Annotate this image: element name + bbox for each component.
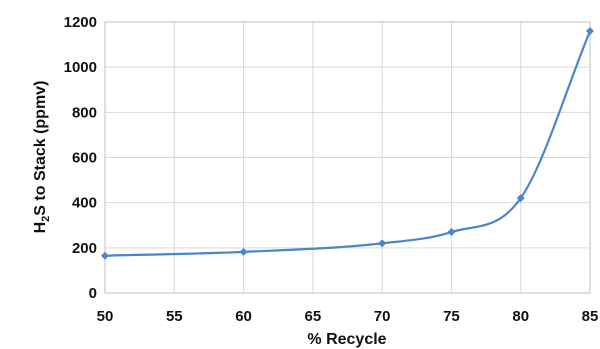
data-point-marker	[378, 239, 387, 248]
data-point-marker	[447, 228, 456, 237]
series-layer	[101, 27, 594, 260]
y-tick-label: 400	[72, 195, 97, 212]
x-axis-title: % Recycle	[307, 331, 386, 348]
x-tick-label: 75	[443, 308, 460, 325]
y-axis-title-prefix: H	[32, 222, 49, 234]
data-point-marker	[101, 251, 109, 260]
y-axis-title-suffix: S to Stack (ppmv)	[32, 81, 49, 216]
x-tick-label: 60	[235, 308, 252, 325]
y-tick-label: 800	[72, 104, 97, 121]
x-tick-label: 65	[305, 308, 322, 325]
x-tick-label: 70	[374, 308, 391, 325]
x-tick-label: 50	[97, 308, 114, 325]
y-tick-label: 600	[72, 150, 97, 167]
data-point-marker	[516, 194, 525, 203]
data-point-marker	[586, 27, 594, 36]
plot-area-frame	[104, 21, 591, 294]
x-tick-label: 85	[582, 308, 599, 325]
data-point-marker	[239, 247, 248, 256]
x-tick-label: 55	[166, 308, 183, 325]
x-tick-label: 80	[512, 308, 529, 325]
y-tick-label: 1000	[64, 59, 97, 76]
tick-labels: 50 55 60 65 70 75 80 85 0 200 400 600 800 1000 1200	[64, 14, 599, 325]
series-line	[104, 30, 592, 257]
y-tick-label: 1200	[64, 14, 97, 31]
y-axis-title: H2S to Stack (ppmv)	[32, 81, 52, 234]
y-tick-label: 200	[72, 240, 97, 257]
y-axis-title-subscript: 2	[40, 216, 52, 222]
grid-lines	[104, 21, 591, 294]
y-tick-label: 0	[89, 285, 97, 302]
